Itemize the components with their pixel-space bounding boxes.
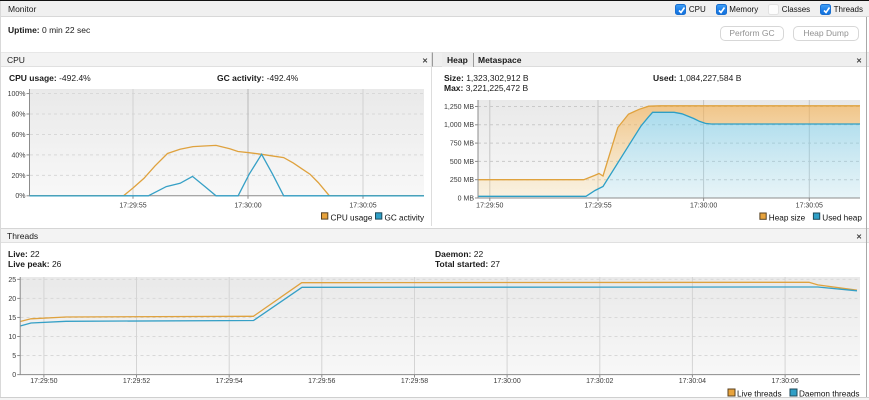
svg-text:17:30:00: 17:30:00 bbox=[493, 378, 520, 385]
svg-text:1,250 MB: 1,250 MB bbox=[444, 104, 474, 111]
svg-text:17:29:50: 17:29:50 bbox=[30, 378, 57, 385]
svg-text:17:29:56: 17:29:56 bbox=[308, 378, 335, 385]
svg-text:17:30:04: 17:30:04 bbox=[679, 378, 706, 385]
svg-text:80%: 80% bbox=[11, 111, 25, 118]
svg-text:17:29:52: 17:29:52 bbox=[123, 378, 150, 385]
svg-text:20%: 20% bbox=[11, 173, 25, 180]
svg-text:17:30:00: 17:30:00 bbox=[234, 203, 261, 210]
svg-text:CPU usage: CPU usage bbox=[331, 214, 373, 223]
svg-text:GC activity: GC activity bbox=[385, 214, 425, 223]
svg-text:17:29:55: 17:29:55 bbox=[119, 203, 146, 210]
svg-text:17:29:50: 17:29:50 bbox=[476, 203, 503, 210]
svg-text:25: 25 bbox=[8, 277, 16, 284]
svg-text:17:30:02: 17:30:02 bbox=[586, 378, 613, 385]
svg-text:5: 5 bbox=[12, 353, 16, 360]
svg-text:100%: 100% bbox=[8, 91, 26, 98]
svg-text:0%: 0% bbox=[15, 193, 25, 200]
svg-text:0: 0 bbox=[12, 372, 16, 379]
svg-text:17:29:54: 17:29:54 bbox=[216, 378, 243, 385]
svg-text:17:30:05: 17:30:05 bbox=[796, 203, 823, 210]
svg-text:Live threads: Live threads bbox=[737, 390, 782, 399]
svg-text:1,000 MB: 1,000 MB bbox=[444, 122, 474, 129]
svg-text:750 MB: 750 MB bbox=[450, 141, 474, 148]
svg-text:17:29:58: 17:29:58 bbox=[401, 378, 428, 385]
svg-text:60%: 60% bbox=[11, 132, 25, 139]
svg-text:0 MB: 0 MB bbox=[458, 195, 475, 202]
svg-text:20: 20 bbox=[8, 296, 16, 303]
svg-text:Daemon threads: Daemon threads bbox=[799, 390, 860, 399]
svg-text:17:30:06: 17:30:06 bbox=[771, 378, 798, 385]
svg-text:17:29:55: 17:29:55 bbox=[584, 203, 611, 210]
svg-text:250 MB: 250 MB bbox=[450, 177, 474, 184]
svg-text:17:30:05: 17:30:05 bbox=[349, 203, 376, 210]
svg-text:Heap size: Heap size bbox=[769, 214, 806, 223]
svg-text:500 MB: 500 MB bbox=[450, 159, 474, 166]
svg-text:10: 10 bbox=[8, 334, 16, 341]
svg-text:15: 15 bbox=[8, 315, 16, 322]
svg-text:40%: 40% bbox=[11, 152, 25, 159]
svg-text:Used heap: Used heap bbox=[822, 214, 862, 223]
svg-text:17:30:00: 17:30:00 bbox=[690, 203, 717, 210]
